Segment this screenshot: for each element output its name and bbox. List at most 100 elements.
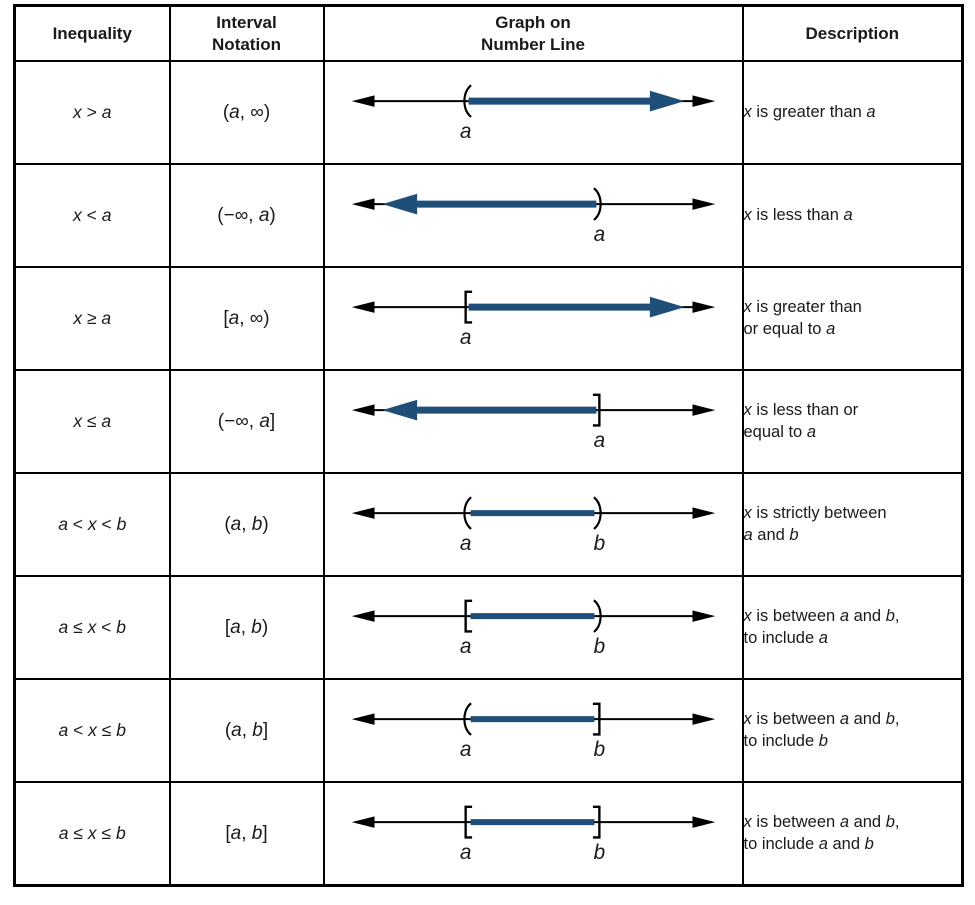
description-cell: x is less than or equal to a: [741, 369, 964, 474]
description-text: x is between a and b, to include b: [743, 709, 900, 750]
graph-cell: a: [322, 369, 744, 474]
interval-cell: [a, b]: [168, 781, 325, 887]
inequality-text: x < a: [73, 205, 112, 225]
interval-cell: [a, b): [168, 575, 325, 680]
close-bracket-marker: [592, 393, 601, 427]
table-row: x > a (a, ∞) a x is greater than a: [13, 60, 964, 165]
inequality-text: x ≤ a: [73, 411, 112, 431]
number-line-graph: a: [325, 174, 742, 258]
interval-text: (a, ∞): [222, 101, 271, 123]
point-label: b: [593, 531, 605, 554]
col-header-inequality: Inequality: [13, 4, 171, 62]
inequality-cell: x > a: [13, 60, 171, 165]
description-text: x is between a and b, to include a: [743, 606, 900, 647]
right-arrowhead-icon: [691, 609, 715, 622]
table-row: x ≤ a (−∞, a] a x is less than or equal …: [13, 369, 964, 474]
point-label: b: [593, 634, 605, 657]
number-line-graph: a: [325, 380, 742, 464]
right-arrowhead-icon: [691, 712, 715, 725]
inequality-text: a < x ≤ b: [58, 720, 126, 740]
point-label: a: [459, 531, 471, 554]
left-arrowhead-icon: [351, 815, 375, 828]
inequality-cell: x ≤ a: [13, 369, 171, 474]
open-bracket-marker: [463, 290, 472, 324]
right-arrowhead-icon: [691, 197, 715, 210]
graph-cell: a: [322, 163, 744, 268]
close-paren-marker: [592, 598, 602, 633]
close-bracket-marker: [592, 805, 601, 839]
left-arrowhead-icon: [351, 197, 375, 210]
point-label: a: [459, 634, 471, 657]
col-header-description: Description: [741, 4, 964, 62]
right-arrowhead-icon: [691, 94, 715, 107]
open-paren-marker: [462, 495, 472, 530]
left-arrowhead-icon: [351, 712, 375, 725]
interval-cell: (a, b): [168, 472, 325, 577]
point-label: a: [459, 840, 471, 863]
right-arrowhead-icon: [691, 403, 715, 416]
inequality-text: a ≤ x < b: [58, 617, 126, 637]
interval-text: (a, b]: [224, 719, 269, 741]
open-bracket-marker: [463, 805, 472, 839]
open-paren-marker: [462, 83, 472, 118]
point-label: a: [593, 428, 605, 451]
inequality-cell: a ≤ x ≤ b: [13, 781, 171, 887]
graph-cell: a: [322, 60, 744, 165]
graph-cell: a: [322, 266, 744, 371]
inequality-cell: x < a: [13, 163, 171, 268]
close-paren-marker: [592, 495, 602, 530]
col-header-interval-notation: Interval Notation: [168, 4, 325, 62]
interval-text: [a, ∞): [223, 307, 270, 329]
description-text: x is greater than or equal to a: [743, 297, 862, 338]
description-cell: x is less than a: [741, 163, 964, 268]
right-arrowhead-icon: [691, 815, 715, 828]
close-paren-marker: [592, 186, 602, 221]
left-arrowhead-icon: [351, 609, 375, 622]
highlight-left-arrowhead-icon: [381, 193, 417, 215]
number-line-svg: a: [351, 83, 715, 142]
point-label: b: [593, 737, 605, 760]
left-arrowhead-icon: [351, 403, 375, 416]
point-label: a: [593, 222, 605, 245]
interval-text: [a, b): [224, 616, 269, 638]
left-arrowhead-icon: [351, 300, 375, 313]
number-line-graph: a: [325, 71, 742, 155]
inequality-text: x ≥ a: [73, 308, 112, 328]
inequality-text: a < x < b: [58, 514, 127, 534]
left-arrowhead-icon: [351, 506, 375, 519]
col-header-graph: Graph on Number Line: [322, 4, 744, 62]
description-text: x is strictly between a and b: [743, 503, 887, 544]
table-wrapper: Inequality Interval Notation Graph on Nu…: [13, 4, 964, 887]
description-cell: x is strictly between a and b: [741, 472, 964, 577]
description-text: x is between a and b, to include a and b: [743, 812, 900, 853]
number-line-graph: a: [325, 277, 742, 361]
inequality-cell: a ≤ x < b: [13, 575, 171, 680]
number-line-svg: a: [351, 290, 715, 348]
point-label: b: [593, 840, 605, 863]
description-text: x is less than a: [743, 205, 853, 224]
table-row: x ≥ a [a, ∞) a x is greater than or equa…: [13, 266, 964, 371]
description-cell: x is between a and b, to include a: [741, 575, 964, 680]
highlight-right-arrowhead-icon: [649, 296, 685, 318]
interval-cell: (a, ∞): [168, 60, 325, 165]
interval-cell: (−∞, a]: [168, 369, 325, 474]
open-paren-marker: [462, 701, 472, 736]
interval-text: (a, b): [224, 513, 269, 535]
description-cell: x is greater than or equal to a: [741, 266, 964, 371]
right-arrowhead-icon: [691, 300, 715, 313]
description-text: x is less than or equal to a: [743, 400, 859, 441]
interval-text: (−∞, a): [217, 204, 276, 226]
interval-cell: (−∞, a): [168, 163, 325, 268]
